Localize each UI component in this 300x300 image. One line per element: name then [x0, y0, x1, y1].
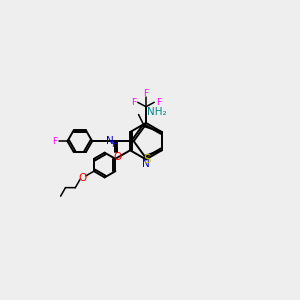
Text: O: O	[113, 152, 122, 162]
Text: N: N	[106, 136, 113, 146]
Text: H: H	[111, 140, 118, 148]
Text: F: F	[52, 137, 57, 146]
Text: S: S	[143, 153, 151, 166]
Text: F: F	[156, 98, 161, 107]
Text: F: F	[143, 89, 148, 98]
Text: NH₂: NH₂	[147, 107, 166, 117]
Text: O: O	[78, 173, 86, 183]
Text: F: F	[131, 98, 136, 107]
Text: N: N	[142, 159, 150, 169]
